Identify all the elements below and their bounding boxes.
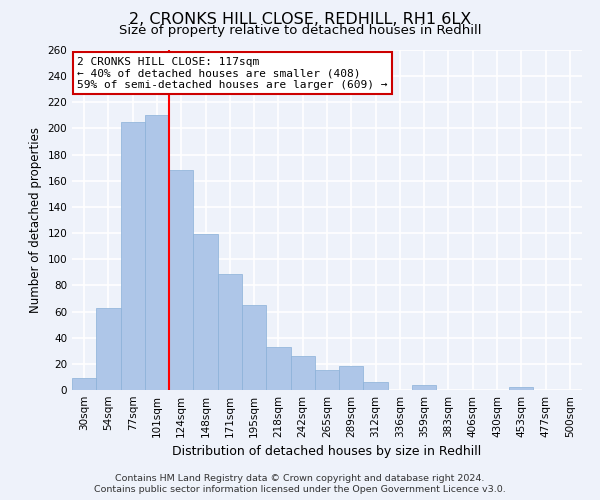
Bar (339, 366, 364, 390)
Bar (72, 378, 96, 390)
Bar (509, 388, 533, 390)
Bar (145, 116, 169, 390)
Bar (290, 356, 315, 390)
Text: 2 CRONKS HILL CLOSE: 117sqm
← 40% of detached houses are smaller (408)
59% of se: 2 CRONKS HILL CLOSE: 117sqm ← 40% of det… (77, 57, 388, 90)
Text: Size of property relative to detached houses in Redhill: Size of property relative to detached ho… (119, 24, 481, 37)
Bar (364, 382, 388, 390)
Bar (218, 274, 242, 390)
Bar (315, 370, 339, 390)
Text: 2, CRONKS HILL CLOSE, REDHILL, RH1 6LX: 2, CRONKS HILL CLOSE, REDHILL, RH1 6LX (129, 12, 471, 28)
Bar (242, 305, 266, 390)
Bar (121, 122, 145, 390)
Bar (193, 234, 218, 390)
Bar (266, 347, 290, 390)
X-axis label: Distribution of detached houses by size in Redhill: Distribution of detached houses by size … (172, 446, 482, 458)
Bar (169, 170, 193, 390)
Bar (96, 308, 121, 390)
Text: Contains HM Land Registry data © Crown copyright and database right 2024.
Contai: Contains HM Land Registry data © Crown c… (94, 474, 506, 494)
Bar (412, 385, 436, 390)
Y-axis label: Number of detached properties: Number of detached properties (29, 127, 42, 313)
